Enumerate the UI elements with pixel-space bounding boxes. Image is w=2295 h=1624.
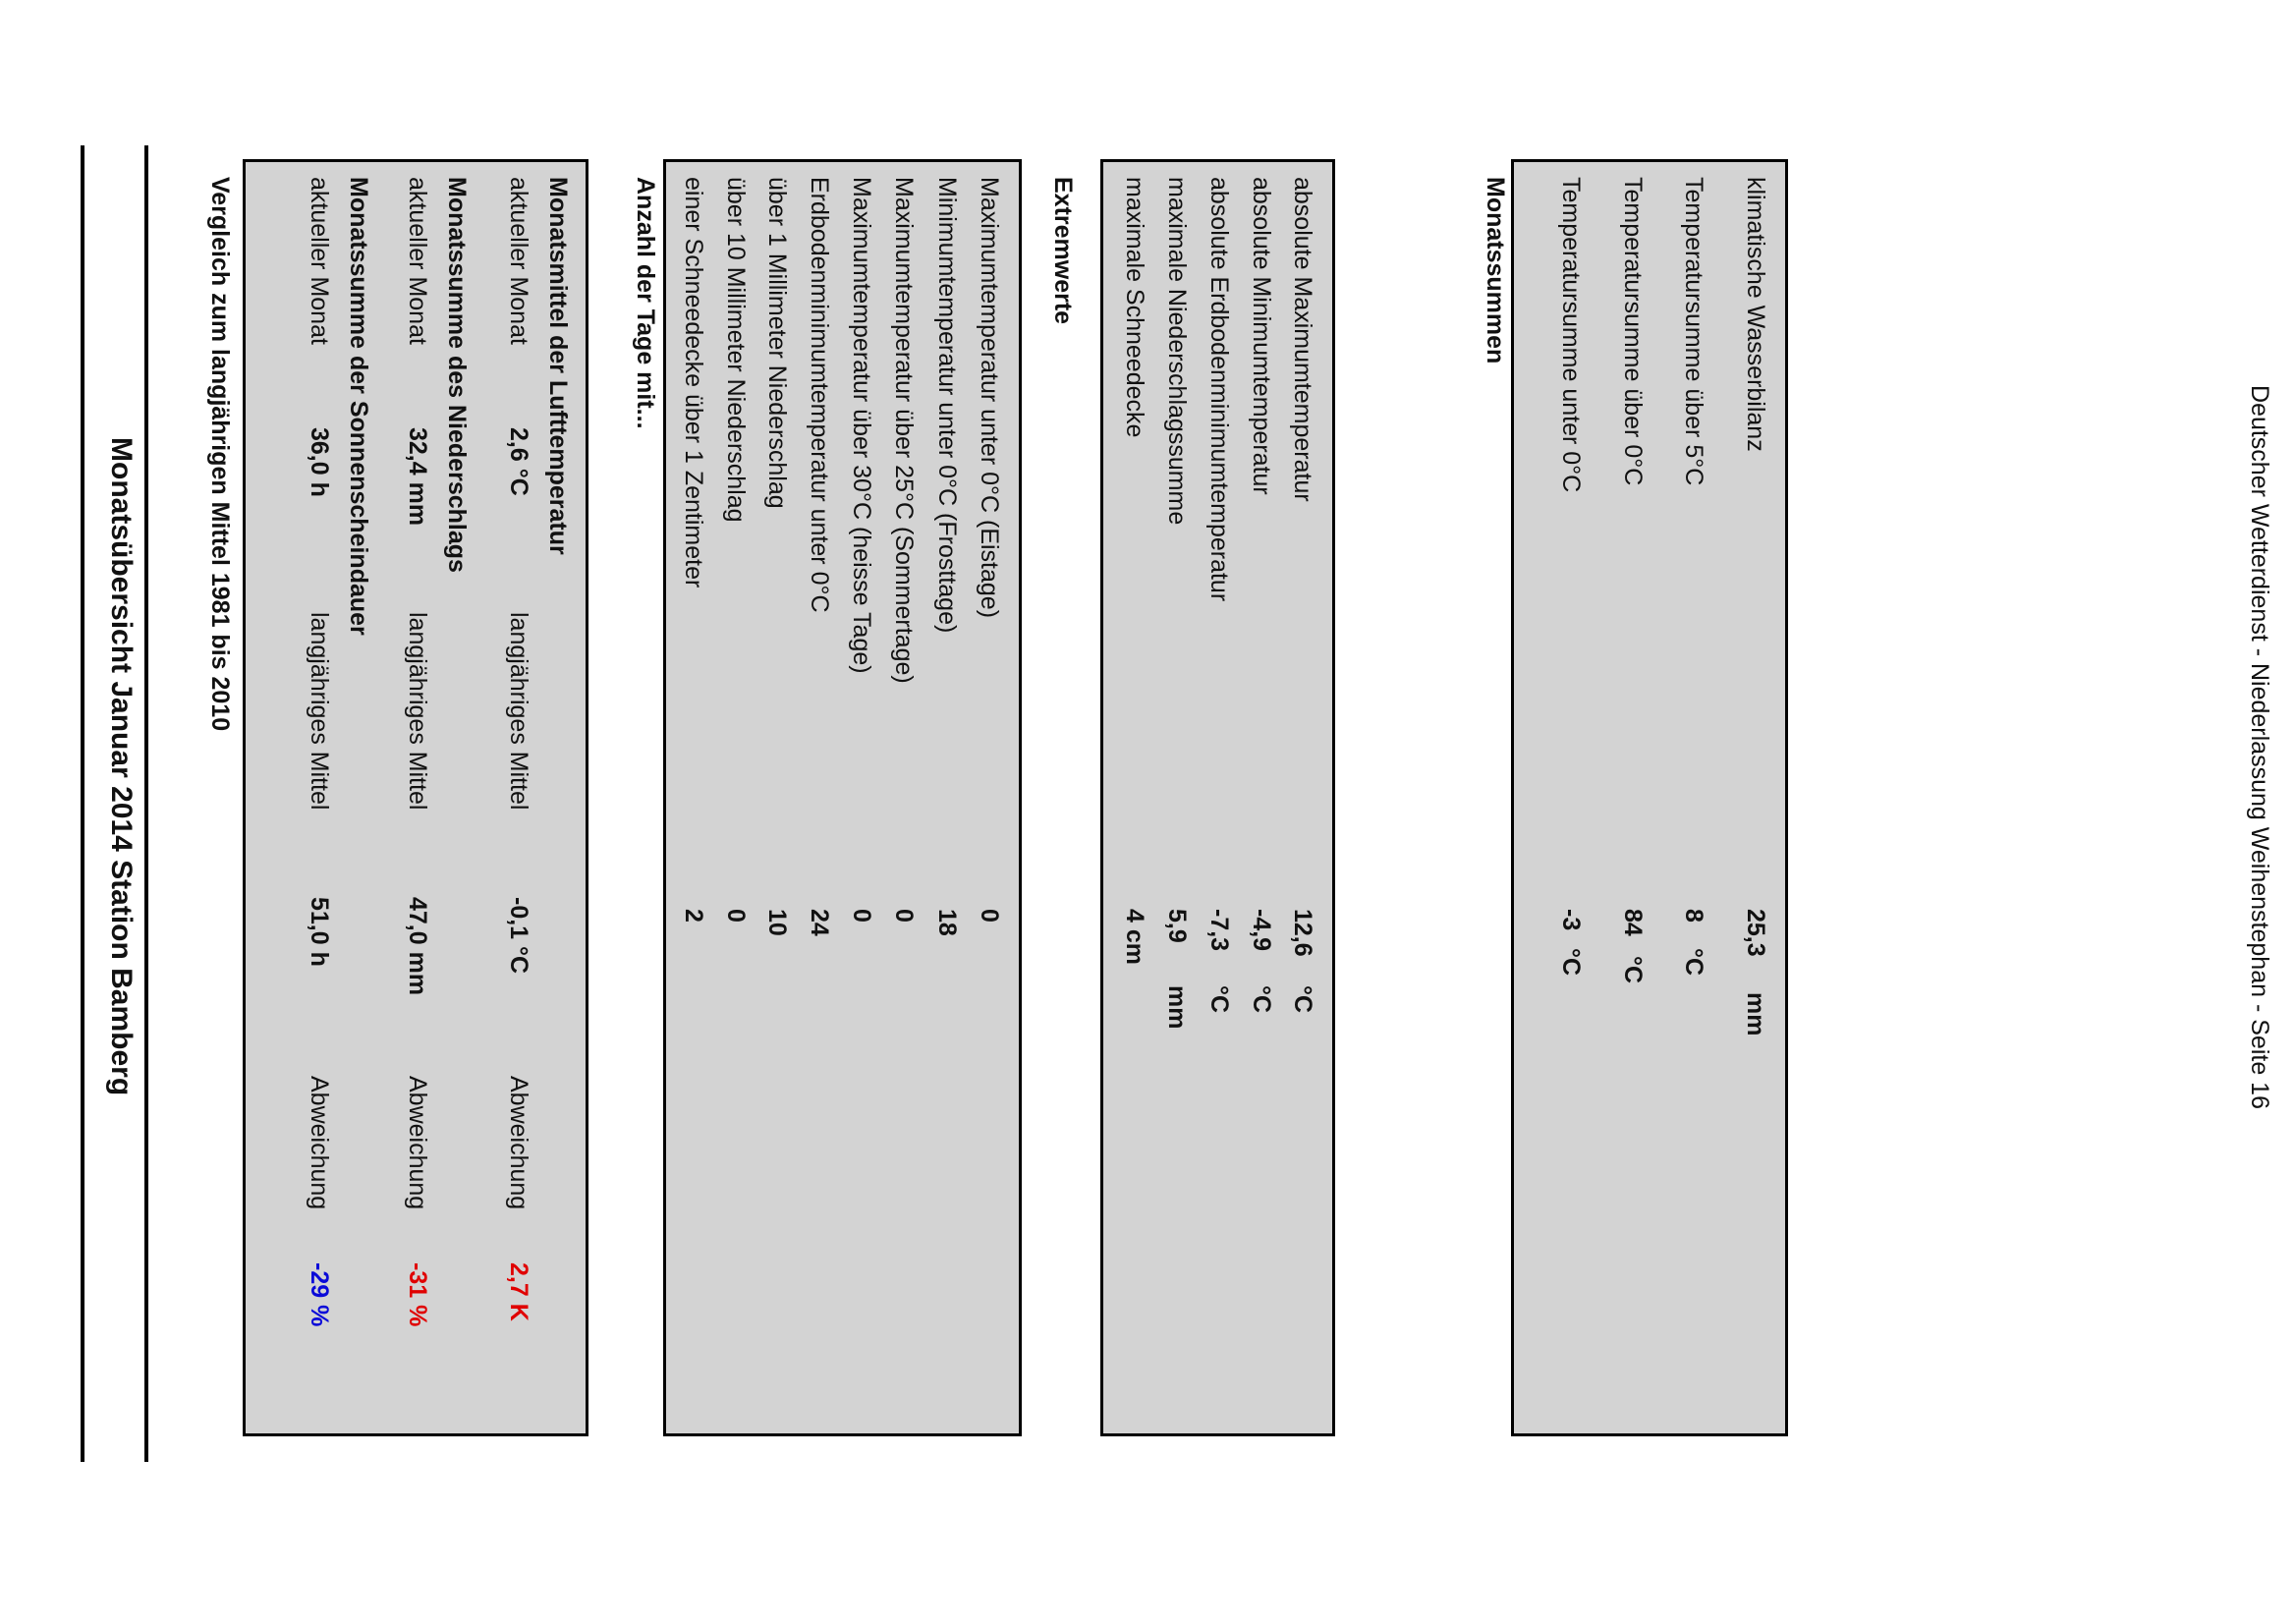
comparison-heading-row: Monatssumme der Sonnenscheindauer bbox=[337, 162, 376, 1433]
comparison-subtitle: Vergleich zum langjährigen Mittel 1981 b… bbox=[206, 177, 234, 732]
days-label: Maximumtemperatur unter 0°C (Eistage) bbox=[976, 177, 1003, 619]
current-label: aktueller Monat bbox=[404, 177, 431, 345]
mean-label: langjähriges Mittel bbox=[505, 612, 532, 811]
days-value: 0 bbox=[890, 909, 918, 923]
comparison-values-row: aktueller Monat 36,0 h langjähriges Mitt… bbox=[298, 162, 337, 1433]
current-value: 2,6 °C bbox=[505, 427, 532, 496]
mean-value: -0,1 °C bbox=[505, 897, 532, 975]
sums-row: Temperatursumme unter 0°C -3 °C bbox=[1549, 162, 1589, 1433]
days-label: über 1 Millimeter Niederschlag bbox=[763, 177, 791, 509]
extremes-value: 4 cm bbox=[1121, 909, 1148, 965]
sums-unit: °C bbox=[1619, 956, 1647, 984]
days-label: Maximumtemperatur über 30°C (heisse Tage… bbox=[848, 177, 875, 674]
days-value: 10 bbox=[763, 909, 791, 936]
comparison-values-row: aktueller Monat 2,6 °C langjähriges Mitt… bbox=[497, 162, 536, 1433]
sums-row: klimatische Wasserbilanz 25,3 mm bbox=[1734, 162, 1773, 1433]
sums-label: Temperatursumme über 0°C bbox=[1619, 177, 1647, 486]
days-row: Minimumtemperatur unter 0°C (Frosttage) … bbox=[925, 162, 965, 1433]
days-label: Minimumtemperatur unter 0°C (Frosttage) bbox=[933, 177, 961, 634]
extremes-row: maximale Niederschlagssumme 5,9 mm bbox=[1155, 162, 1195, 1433]
sums-title: Monatssummen bbox=[1482, 177, 1509, 364]
extremes-label: absolute Erdbodenminimumtemperatur bbox=[1205, 177, 1233, 602]
comparison-heading-row: Monatsmittel der Lufttemperatur bbox=[536, 162, 576, 1433]
days-row: Maximumtemperatur über 30°C (heisse Tage… bbox=[840, 162, 879, 1433]
mean-label: langjähriges Mittel bbox=[306, 612, 333, 811]
page-title: Monatsübersicht Januar 2014 Station Bamb… bbox=[105, 437, 138, 1096]
days-value: 0 bbox=[722, 909, 750, 923]
current-value: 36,0 h bbox=[306, 427, 333, 497]
deviation-label: Abweichung bbox=[306, 1076, 333, 1210]
extremes-label: maximale Niederschlagssumme bbox=[1163, 177, 1191, 526]
days-title: Anzahl der Tage mit... bbox=[632, 177, 659, 429]
extremes-value: 12,6 bbox=[1289, 909, 1316, 957]
extremes-title: Extremwerte bbox=[1049, 177, 1077, 325]
sums-unit: °C bbox=[1557, 948, 1585, 977]
days-value: 18 bbox=[933, 909, 961, 936]
days-row: Erdbodenminimumtemperatur unter 0°C 24 bbox=[798, 162, 837, 1433]
comparison-heading-row: Monatssumme des Niederschlags bbox=[435, 162, 475, 1433]
extremes-unit: mm bbox=[1163, 985, 1191, 1030]
days-value: 0 bbox=[848, 909, 875, 923]
days-row: über 10 Millimeter Niederschlag 0 bbox=[714, 162, 754, 1433]
deviation-value: -31 % bbox=[404, 1262, 431, 1327]
sums-row: Temperatursumme über 0°C 84 °C bbox=[1611, 162, 1651, 1433]
current-label: aktueller Monat bbox=[306, 177, 333, 345]
days-row: einer Schneedecke über 1 Zentimeter 2 bbox=[672, 162, 711, 1433]
sums-label: Temperatursumme unter 0°C bbox=[1557, 177, 1585, 493]
extremes-value: -4,9 bbox=[1248, 909, 1275, 952]
sums-value: 25,3 bbox=[1742, 909, 1769, 957]
days-row: Maximumtemperatur unter 0°C (Eistage) 0 bbox=[968, 162, 1007, 1433]
extremes-row: absolute Minimumtemperatur -4,9 °C bbox=[1240, 162, 1279, 1433]
extremes-value: -7,3 bbox=[1205, 909, 1233, 952]
sums-value: 84 bbox=[1619, 909, 1647, 936]
deviation-label: Abweichung bbox=[505, 1076, 532, 1210]
sums-box: klimatische Wasserbilanz 25,3 mm Tempera… bbox=[1511, 159, 1788, 1436]
extremes-row: absolute Maximumtemperatur 12,6 °C bbox=[1281, 162, 1320, 1433]
days-value: 0 bbox=[976, 909, 1003, 923]
deviation-value: 2,7 K bbox=[505, 1262, 532, 1321]
comparison-values-row: aktueller Monat 32,4 mm langjähriges Mit… bbox=[396, 162, 435, 1433]
top-rule-inner bbox=[81, 145, 84, 1462]
days-label: Erdbodenminimumtemperatur unter 0°C bbox=[806, 177, 833, 613]
sums-row: Temperatursumme über 5°C 8 °C bbox=[1672, 162, 1711, 1433]
sums-unit: °C bbox=[1680, 948, 1707, 977]
extremes-row: maximale Schneedecke 4 cm bbox=[1113, 162, 1152, 1433]
temperature-heading: Monatsmittel der Lufttemperatur bbox=[544, 177, 572, 555]
days-value: 2 bbox=[680, 909, 707, 923]
current-label: aktueller Monat bbox=[505, 177, 532, 345]
mean-value: 47,0 mm bbox=[404, 897, 431, 996]
mean-value: 51,0 h bbox=[306, 897, 333, 967]
sums-label: Temperatursumme über 5°C bbox=[1680, 177, 1707, 486]
extremes-unit: °C bbox=[1289, 985, 1316, 1014]
extremes-unit: °C bbox=[1248, 985, 1275, 1014]
precipitation-heading: Monatssumme des Niederschlags bbox=[443, 177, 471, 573]
extremes-box: absolute Maximumtemperatur 12,6 °C absol… bbox=[1100, 159, 1335, 1436]
deviation-label: Abweichung bbox=[404, 1076, 431, 1210]
extremes-unit: °C bbox=[1205, 985, 1233, 1014]
sums-value: 8 bbox=[1680, 909, 1707, 923]
days-box: Maximumtemperatur unter 0°C (Eistage) 0 … bbox=[663, 159, 1022, 1436]
sunshine-heading: Monatssumme der Sonnenscheindauer bbox=[345, 177, 372, 636]
comparison-box: Monatsmittel der Lufttemperatur aktuelle… bbox=[243, 159, 588, 1436]
sums-value: -3 bbox=[1557, 909, 1585, 931]
extremes-label: maximale Schneedecke bbox=[1121, 177, 1148, 438]
sums-unit: mm bbox=[1742, 992, 1769, 1036]
page-footer: Deutscher Wetterdienst - Niederlassung W… bbox=[2246, 385, 2273, 1109]
top-rule-outer bbox=[144, 145, 148, 1462]
extremes-label: absolute Minimumtemperatur bbox=[1248, 177, 1275, 495]
extremes-value: 5,9 bbox=[1163, 909, 1191, 943]
days-label: Maximumtemperatur über 25°C (Sommertage) bbox=[890, 177, 918, 684]
current-value: 32,4 mm bbox=[404, 427, 431, 527]
extremes-label: absolute Maximumtemperatur bbox=[1289, 177, 1316, 502]
days-value: 24 bbox=[806, 909, 833, 936]
mean-label: langjähriges Mittel bbox=[404, 612, 431, 811]
sums-label: klimatische Wasserbilanz bbox=[1742, 177, 1769, 452]
days-label: einer Schneedecke über 1 Zentimeter bbox=[680, 177, 707, 588]
days-row: Maximumtemperatur über 25°C (Sommertage)… bbox=[882, 162, 922, 1433]
days-label: über 10 Millimeter Niederschlag bbox=[722, 177, 750, 523]
deviation-value: -29 % bbox=[306, 1262, 333, 1327]
days-row: über 1 Millimeter Niederschlag 10 bbox=[756, 162, 795, 1433]
extremes-row: absolute Erdbodenminimumtemperatur -7,3 … bbox=[1198, 162, 1237, 1433]
